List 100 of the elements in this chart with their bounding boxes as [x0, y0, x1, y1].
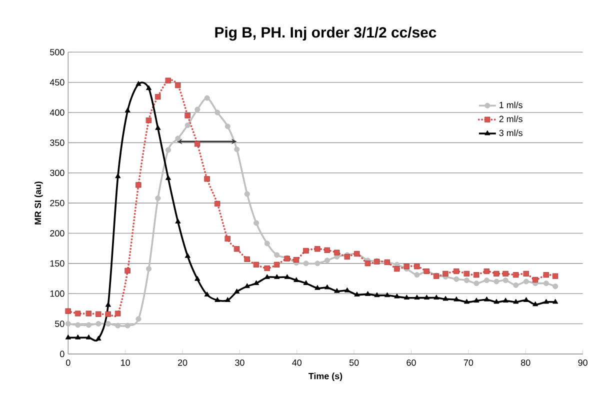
point — [324, 284, 330, 290]
point — [484, 268, 490, 274]
point — [65, 320, 71, 327]
point — [552, 273, 558, 279]
point — [105, 320, 111, 327]
point — [234, 288, 240, 294]
point — [464, 298, 470, 304]
point — [414, 294, 420, 300]
point — [404, 264, 410, 270]
point — [474, 298, 480, 302]
y-tick-label: 0 — [60, 350, 64, 358]
point — [464, 270, 470, 276]
point — [324, 247, 330, 253]
point — [484, 296, 490, 302]
point — [365, 260, 371, 266]
y-tick-label: 500 — [50, 48, 64, 56]
point — [502, 298, 508, 302]
point — [115, 322, 121, 328]
y-tick-label: 450 — [50, 79, 64, 86]
point — [294, 277, 300, 282]
legend-label: 3 ml/s — [499, 129, 522, 136]
point — [303, 248, 309, 254]
point — [136, 316, 142, 322]
point — [204, 176, 210, 182]
point — [543, 272, 549, 278]
point — [434, 294, 440, 300]
point — [334, 250, 340, 256]
point — [146, 118, 152, 124]
point — [194, 276, 200, 281]
point — [284, 274, 290, 279]
point — [204, 95, 210, 101]
point — [484, 277, 490, 284]
point — [165, 78, 172, 84]
y-tick-label: 50 — [55, 320, 64, 327]
point — [244, 256, 250, 262]
point — [274, 262, 280, 268]
legend-label: 2 ml/s — [499, 116, 522, 122]
x-tick-label: 30 — [235, 359, 244, 366]
point — [424, 294, 430, 300]
point — [214, 200, 220, 206]
point — [105, 311, 111, 317]
point — [136, 182, 142, 188]
point — [254, 280, 260, 285]
point — [96, 320, 102, 327]
point — [344, 287, 350, 292]
point — [474, 272, 480, 278]
point — [274, 252, 280, 258]
point — [264, 265, 270, 271]
point — [224, 236, 230, 242]
point — [105, 302, 111, 307]
point — [454, 268, 460, 274]
point — [543, 280, 549, 286]
point — [86, 322, 92, 328]
point — [124, 322, 130, 328]
point — [502, 270, 508, 276]
point — [254, 220, 260, 226]
point — [65, 308, 71, 314]
point — [184, 252, 190, 258]
point — [214, 296, 220, 302]
point — [354, 292, 360, 296]
point — [86, 310, 92, 316]
point — [314, 246, 320, 252]
point — [513, 298, 519, 304]
point — [532, 276, 538, 282]
y-tick-label: 250 — [50, 200, 64, 206]
point — [494, 298, 500, 304]
point — [523, 296, 529, 302]
point — [294, 256, 300, 263]
point — [224, 124, 230, 130]
point — [374, 292, 380, 298]
point — [214, 110, 220, 116]
point — [494, 278, 500, 284]
chart-title: Pig B, PH. Inj order 3/1/2 cc/sec — [215, 26, 436, 41]
point — [234, 246, 240, 252]
point — [75, 310, 81, 316]
x-tick-label: 20 — [178, 359, 188, 366]
point — [254, 262, 260, 268]
point — [65, 334, 71, 340]
point — [274, 274, 280, 279]
point — [523, 278, 529, 284]
point — [414, 272, 420, 278]
point — [264, 240, 270, 246]
point — [175, 82, 181, 88]
point — [394, 266, 400, 272]
point — [532, 301, 538, 306]
legend-label: 1 ml/s — [500, 102, 522, 108]
point — [454, 276, 460, 282]
point — [155, 124, 161, 130]
point — [314, 260, 320, 266]
point — [384, 292, 390, 298]
point — [324, 258, 330, 264]
point — [404, 294, 410, 300]
point — [552, 298, 558, 304]
point — [314, 284, 320, 290]
point — [124, 268, 130, 274]
y-tick-label: 100 — [50, 290, 64, 297]
point — [303, 280, 309, 285]
point — [523, 270, 529, 276]
point — [442, 270, 448, 276]
point — [165, 175, 172, 180]
